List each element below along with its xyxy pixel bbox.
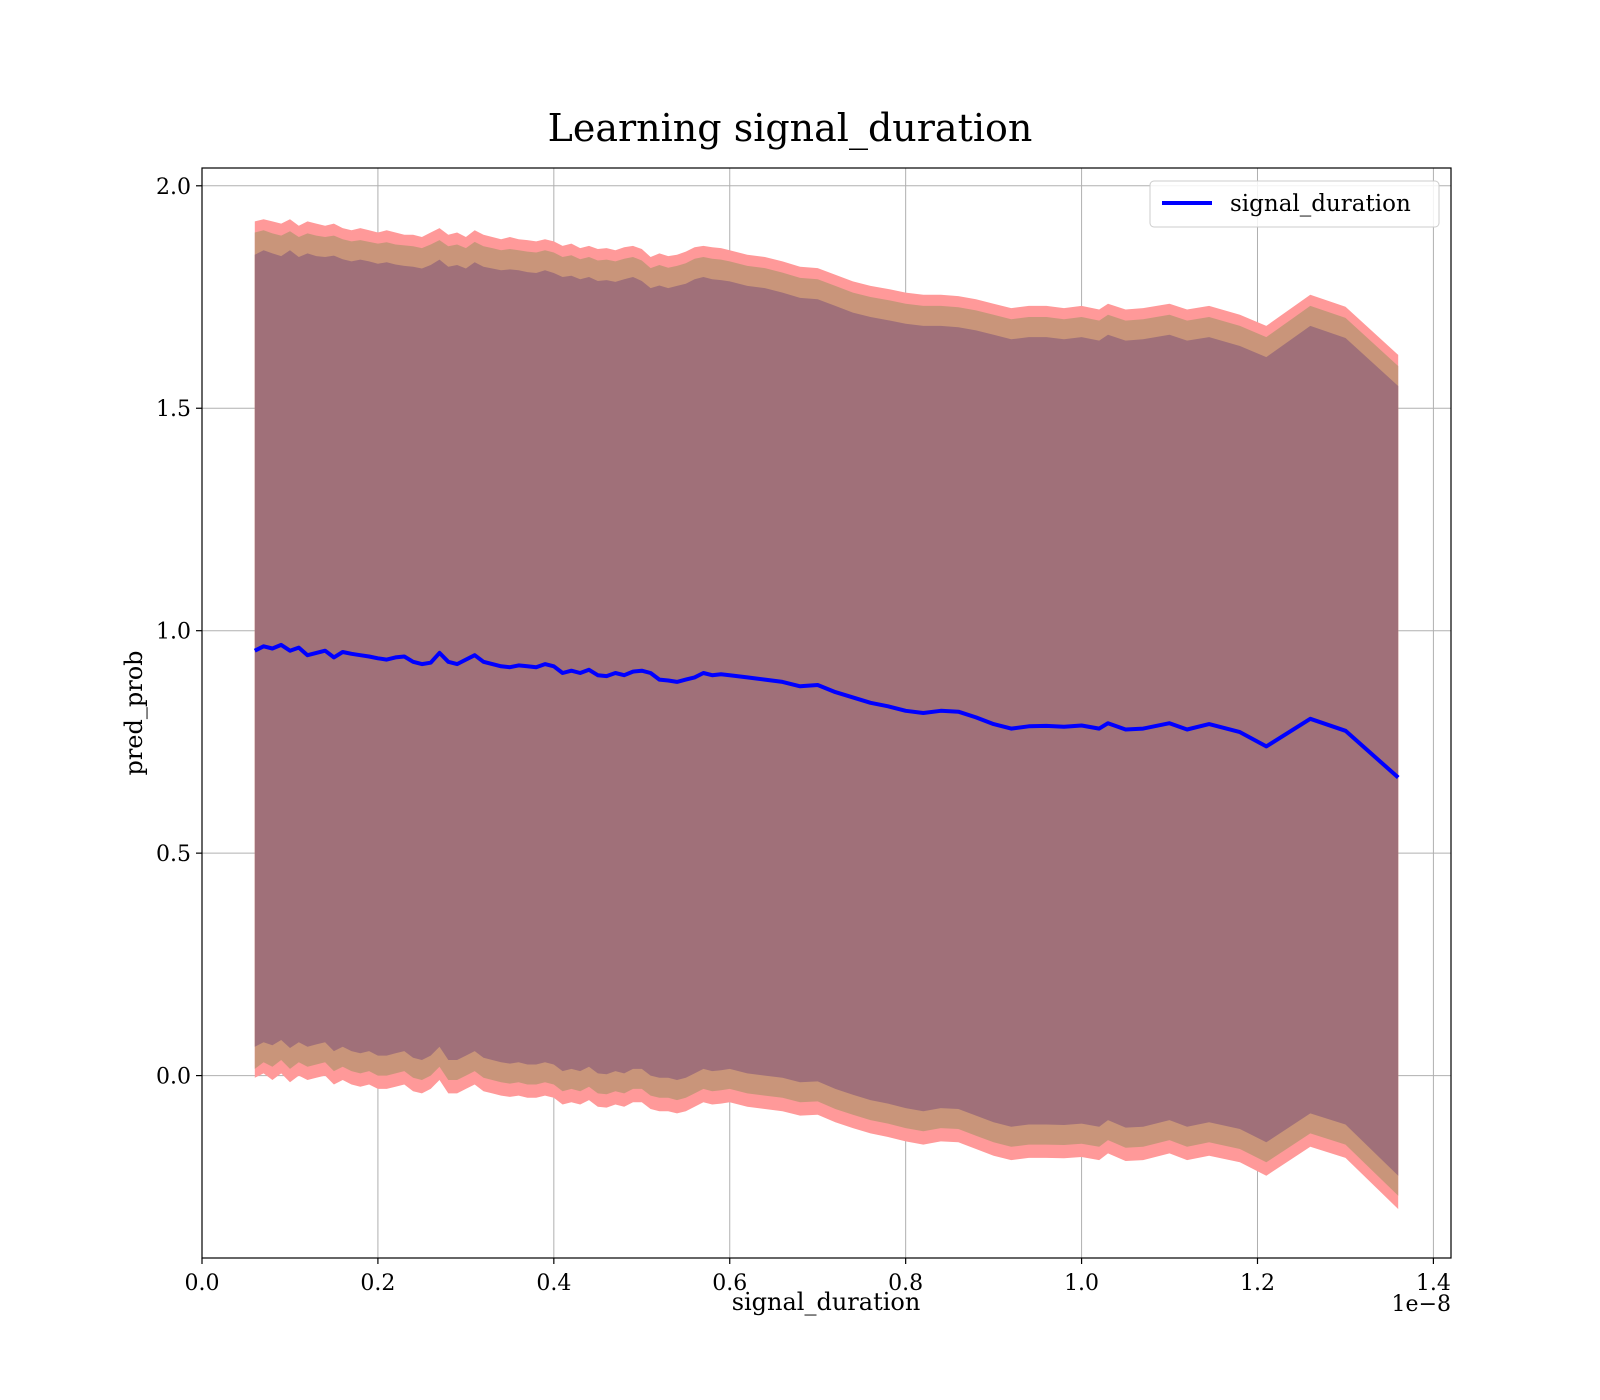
y-tick-label: 0.0 xyxy=(156,1065,191,1090)
plot-frame xyxy=(201,167,1452,1259)
x-tick-label: 1.2 xyxy=(1240,1271,1275,1296)
legend-box xyxy=(1149,180,1440,228)
confidence-bands xyxy=(254,219,1399,1210)
legend-entry: signal_duration xyxy=(1230,191,1411,217)
x-tick-label: 1.4 xyxy=(1416,1271,1451,1296)
x-axis-offset-label: 1e−8 xyxy=(1392,1292,1451,1317)
x-tick-label: 0.8 xyxy=(888,1271,923,1296)
x-tick-label: 1.0 xyxy=(1064,1271,1099,1296)
series-lines xyxy=(253,642,1400,779)
x-axis-label: signal_duration xyxy=(732,1288,921,1316)
y-tick-label: 0.5 xyxy=(156,842,191,867)
y-tick-label: 1.5 xyxy=(156,397,191,422)
y-axis-label: pred_prob xyxy=(120,650,148,775)
x-tick-label: 0.0 xyxy=(185,1271,220,1296)
x-tick-label: 0.2 xyxy=(360,1271,395,1296)
legend: signal_duration xyxy=(1149,180,1440,228)
chart-title: Learning signal_duration xyxy=(548,106,1033,151)
x-tick-label: 0.6 xyxy=(712,1271,747,1296)
band-inner xyxy=(254,250,1399,1176)
y-tick-label: 2.0 xyxy=(156,175,191,200)
y-axis-ticks: 0.0 0.5 1.0 1.5 2.0 xyxy=(156,175,202,1090)
y-tick-label: 1.0 xyxy=(156,620,191,645)
series-line xyxy=(253,642,1400,779)
x-tick-label: 0.4 xyxy=(536,1271,571,1296)
x-axis-ticks: 0.0 0.2 0.4 0.6 0.8 1.0 1.2 1.4 xyxy=(185,1258,1451,1296)
